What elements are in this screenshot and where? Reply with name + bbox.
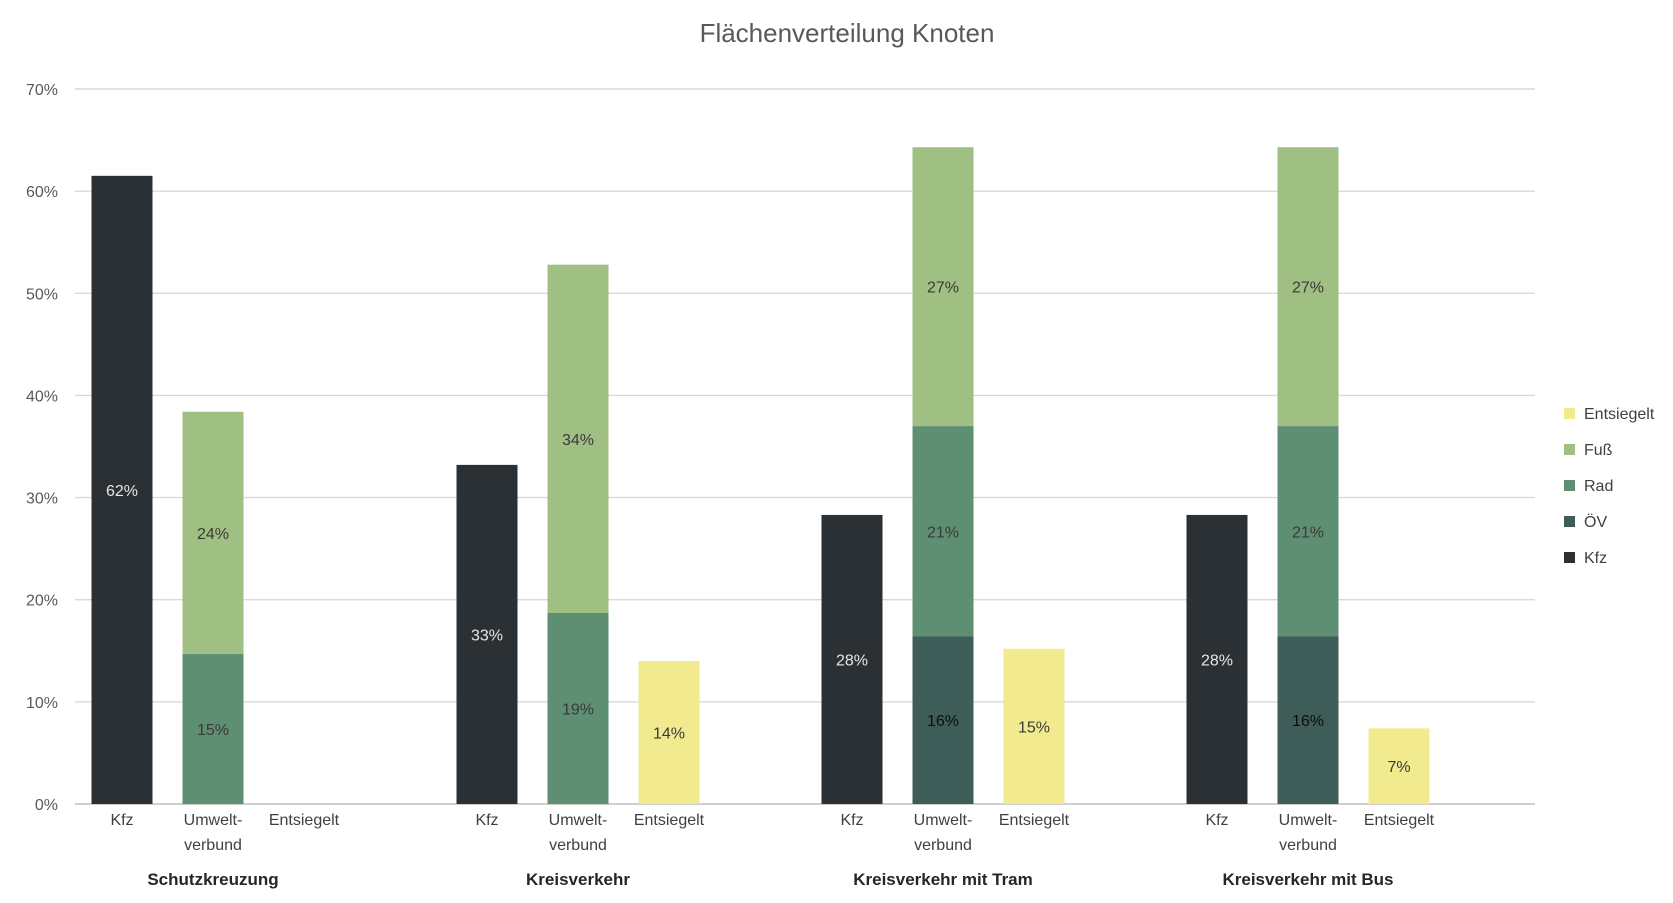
data-label: 15% [1018, 719, 1050, 736]
bar-segment-fuß [912, 147, 974, 427]
data-label: 33% [471, 627, 503, 644]
bar-segment-entsiegelt [1003, 648, 1065, 804]
y-tick-label: 60% [26, 184, 58, 201]
bar-segment-rad [912, 426, 974, 637]
legend-label: Kfz [1584, 550, 1607, 567]
x-tick-label: Umwelt-verbund [914, 812, 973, 854]
data-label: 28% [1201, 652, 1233, 669]
bar-segment-kfz [91, 175, 153, 805]
legend-label: Entsiegelt [1584, 406, 1655, 423]
legend-swatch [1564, 408, 1575, 419]
data-label: 14% [653, 726, 685, 743]
x-tick-label: Entsiegelt [634, 812, 705, 829]
bar-segment-kfz [821, 514, 883, 804]
legend-label: ÖV [1584, 513, 1607, 531]
bar-segment-fuß [547, 264, 609, 613]
x-tick-label: Entsiegelt [269, 812, 340, 829]
legend-label: Rad [1584, 478, 1613, 495]
legend-swatch [1564, 552, 1575, 563]
bar-segment-öv [912, 636, 974, 804]
bar-segment-rad [1277, 426, 1339, 637]
data-label: 15% [197, 722, 229, 739]
data-label: 34% [562, 432, 594, 449]
chart-title: Flächenverteilung Knoten [700, 18, 995, 48]
data-label: 7% [1387, 759, 1410, 776]
x-axis-ticks: Kfz Umwelt-verbund Entsiegelt Schutzkreuzun… [110, 812, 1434, 889]
bar-segment-rad [547, 612, 609, 804]
data-label: 27% [927, 280, 959, 297]
x-tick-label: Umwelt-verbund [549, 812, 608, 854]
group-label: Kreisverkehr mit Bus [1222, 870, 1393, 889]
x-tick-label: Umwelt-verbund [1279, 812, 1338, 854]
group-label: Kreisverkehr [526, 870, 630, 889]
y-tick-label: 10% [26, 695, 58, 712]
bar-segment-entsiegelt [1368, 728, 1430, 804]
bar-segment-rad [182, 653, 244, 804]
x-tick-label: Entsiegelt [999, 812, 1070, 829]
y-tick-label: 30% [26, 491, 58, 508]
x-tick-label: Kfz [110, 812, 133, 829]
bar-segment-fuß [1277, 147, 1339, 427]
bar-segment-fuß [182, 411, 244, 654]
legend: Entsiegelt Fuß Rad ÖV Kfz [1564, 406, 1655, 567]
data-label: 21% [927, 524, 959, 541]
y-axis-ticks: 0% 10% 20% 30% 40% 50% 60% 70% [26, 82, 58, 814]
y-tick-label: 0% [35, 797, 58, 814]
data-label: 27% [1292, 280, 1324, 297]
data-label: 62% [106, 483, 138, 500]
x-tick-label: Kfz [475, 812, 498, 829]
data-label: 16% [927, 713, 959, 730]
bar-segment-entsiegelt [638, 661, 700, 804]
y-tick-label: 20% [26, 593, 58, 610]
bars: 62% 15% 24% 33% 19% 34% 14% 28% 16% 21% 27% 15% 28% 1… [91, 147, 1430, 805]
y-tick-label: 40% [26, 388, 58, 405]
data-label: 21% [1292, 524, 1324, 541]
gridlines [75, 88, 1535, 805]
legend-swatch [1564, 480, 1575, 491]
bar-segment-kfz [456, 464, 518, 804]
data-label: 16% [1292, 713, 1324, 730]
bar-segment-öv [1277, 636, 1339, 804]
data-label: 28% [836, 652, 868, 669]
legend-swatch [1564, 516, 1575, 527]
x-tick-label: Kfz [840, 812, 863, 829]
x-tick-label: Entsiegelt [1364, 812, 1435, 829]
x-tick-label: Kfz [1205, 812, 1228, 829]
y-tick-label: 70% [26, 82, 58, 99]
group-label: Kreisverkehr mit Tram [853, 870, 1033, 889]
x-tick-label: Umwelt-verbund [184, 812, 243, 854]
data-label: 19% [562, 701, 594, 718]
data-label: 24% [197, 526, 229, 543]
group-label: Schutzkreuzung [147, 870, 278, 889]
y-tick-label: 50% [26, 286, 58, 303]
legend-label: Fuß [1584, 442, 1613, 459]
legend-swatch [1564, 444, 1575, 455]
bar-segment-kfz [1186, 514, 1248, 804]
